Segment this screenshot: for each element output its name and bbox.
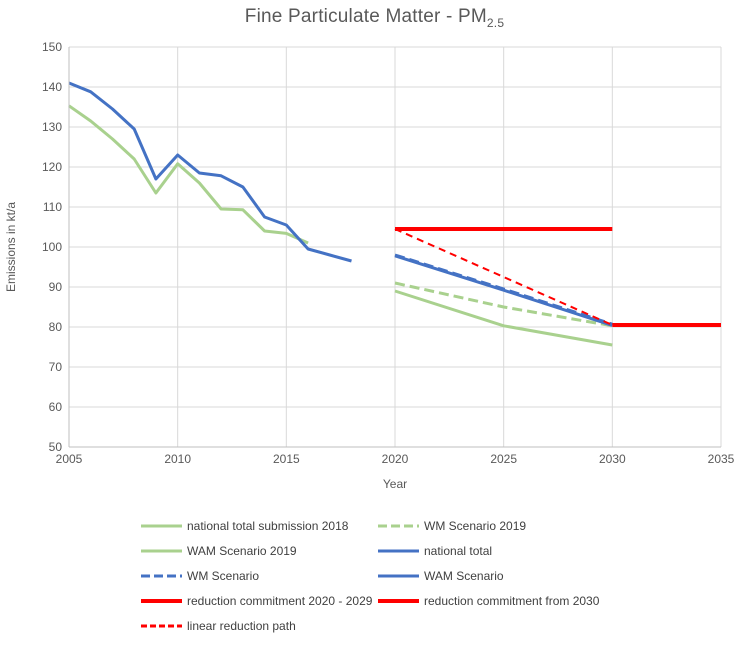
legend-line-sample [141,524,182,527]
x-tick-label: 2025 [490,452,517,466]
series-linear-reduction-path [394,228,613,326]
legend-label: reduction commitment 2020 - 2029 [187,593,373,608]
series-wm-scenario-2019 [394,281,613,328]
legend-label: national total [424,543,493,558]
legend-line-sample [378,574,419,577]
x-tick-label: 2005 [56,452,83,466]
y-tick-label: 90 [49,280,63,294]
x-axis-title: Year [383,477,407,491]
legend-line-sample [141,624,182,627]
legend-item-wam-scenario: WAM Scenario [378,569,599,583]
y-tick-label: 150 [42,40,62,54]
legend-item-reduction-commitment-from-2030: reduction commitment from 2030 [378,594,599,608]
gridlines [69,46,722,448]
y-tick-label: 70 [49,360,63,374]
y-tick-label: 130 [42,120,62,134]
legend-item-linear-reduction-path: linear reduction path [141,619,378,633]
chart-title-subscript: 2.5 [486,15,505,30]
legend-item-national-total: national total [378,544,599,558]
legend-label: WM Scenario 2019 [424,518,527,533]
legend-label: linear reduction path [187,618,296,633]
series-national-total-submission-2018 [68,104,309,245]
legend-line-sample [378,598,419,603]
data-series [68,81,721,347]
legend-item-reduction-commitment-2020-2029: reduction commitment 2020 - 2029 [141,594,378,608]
legend-line-sample [141,574,182,577]
legend-item-wm-scenario-2019: WM Scenario 2019 [378,519,599,533]
chart-title: Fine Particulate Matter - PM2.5 [0,6,749,30]
y-axis-title: Emissions in kt/a [4,202,18,292]
legend-label: national total submission 2018 [187,518,349,533]
y-tick-label: 120 [42,160,62,174]
y-tick-label: 100 [42,240,62,254]
legend-line-sample [141,598,182,603]
legend-item-wm-scenario: WM Scenario [141,569,378,583]
series-national-total [68,81,352,263]
y-tick-label: 60 [49,400,63,414]
series-wm-scenario [394,253,613,326]
x-tick-label: 2030 [599,452,626,466]
legend-label: reduction commitment from 2030 [424,593,600,608]
y-tick-label: 80 [49,320,63,334]
legend-label: WAM Scenario 2019 [187,543,297,558]
y-tick-label: 140 [42,80,62,94]
legend-label: WM Scenario [187,568,260,583]
x-tick-label: 2010 [164,452,191,466]
chart-plot: 50 60 70 80 90 100 110 120 130 140 150 2005 2010 2015… [4,40,735,491]
legend-line-sample [378,524,419,527]
x-tick-label: 2035 [708,452,735,466]
legend-label: WAM Scenario [424,568,504,583]
legend-item-national-total-submission-2018: national total submission 2018 [141,519,378,533]
y-tick-label: 110 [43,200,62,214]
axes: 50 60 70 80 90 100 110 120 130 140 150 2005 2010 2015… [42,40,735,466]
legend-line-sample [141,549,182,552]
legend-line-sample [378,549,419,552]
x-tick-label: 2020 [382,452,409,466]
chart-title-text: Fine Particulate Matter - PM [244,6,487,27]
x-tick-label: 2015 [273,452,300,466]
series-wam-scenario-2019 [394,289,613,347]
chart-legend: national total submission 2018 WM Scenari… [141,513,599,638]
y-tick-label: 50 [49,440,63,454]
legend-item-wam-scenario-2019: WAM Scenario 2019 [141,544,378,558]
